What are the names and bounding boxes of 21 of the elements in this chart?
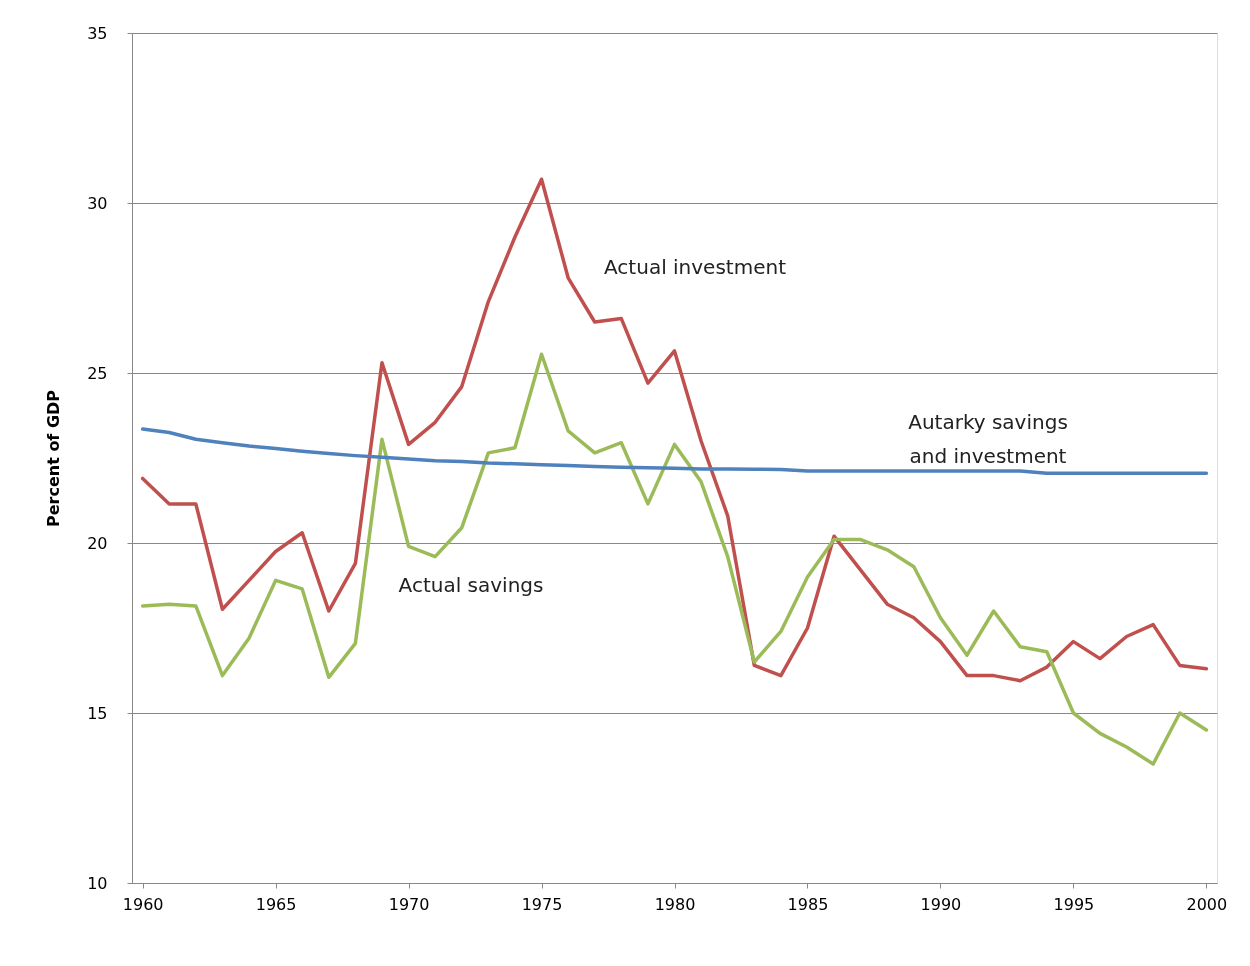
y-tick-label: 10	[87, 873, 108, 893]
x-tick-label: 1995	[1053, 894, 1095, 914]
x-tick-label: 2000	[1186, 894, 1228, 914]
x-tick-label: 1960	[122, 894, 164, 914]
line-series	[140, 352, 1209, 766]
y-tick-label: 25	[87, 363, 108, 383]
x-tick-label: 1980	[654, 894, 696, 914]
series-label: Autarky savings and investment	[908, 410, 1068, 468]
y-axis-title: Percent of GDP	[44, 389, 64, 528]
x-tick-label: 1970	[388, 894, 430, 914]
y-tick-label: 20	[87, 533, 108, 553]
series-label: Actual savings	[398, 573, 544, 597]
y-tick-label: 15	[87, 703, 108, 723]
line-series	[140, 177, 1209, 683]
y-tick-label: 30	[87, 193, 108, 213]
x-tick-label: 1990	[920, 894, 962, 914]
series-label: Actual investment	[604, 255, 787, 279]
x-tick-label: 1985	[787, 894, 829, 914]
y-tick-label: 35	[87, 23, 108, 43]
x-tick-label: 1975	[521, 894, 563, 914]
x-tick-label: 1965	[255, 894, 297, 914]
